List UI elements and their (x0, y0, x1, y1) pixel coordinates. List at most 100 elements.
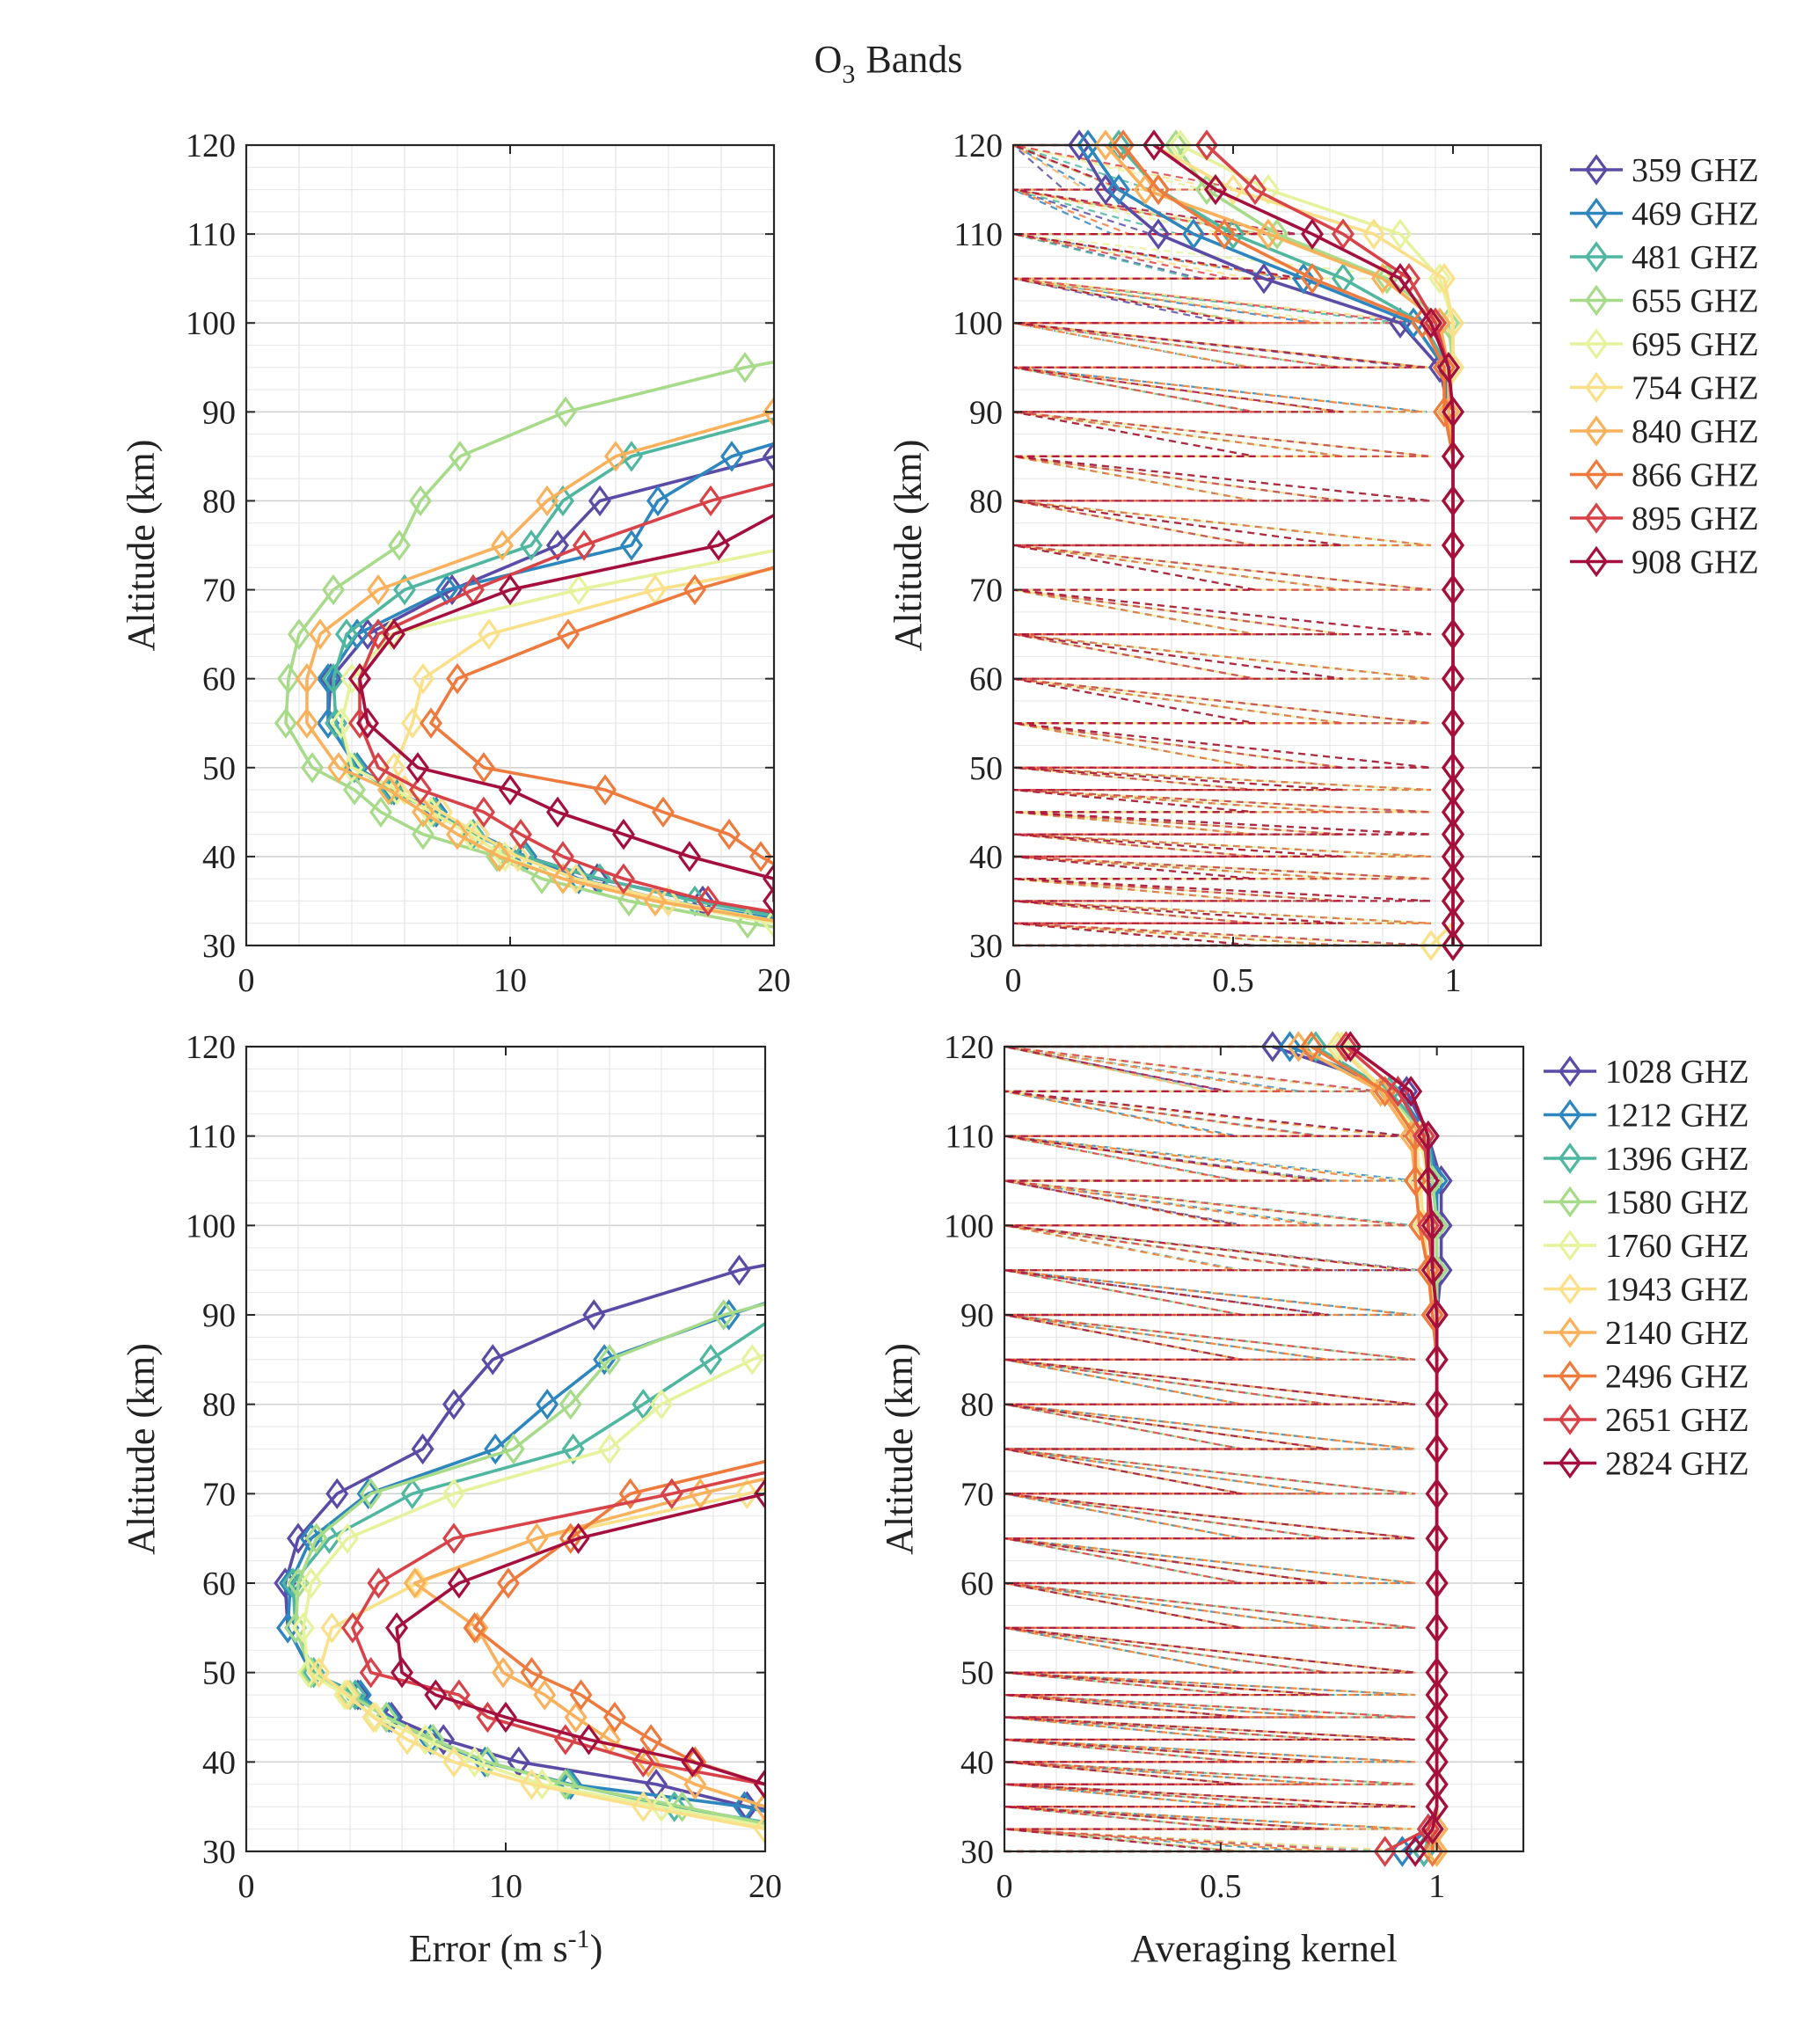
legend-item-label: 754 GHZ (1632, 370, 1759, 407)
data-point-marker (446, 662, 469, 695)
data-point-marker (1442, 707, 1464, 739)
y-axis: 30 40 50 60 70 80 90 100 110 120 (186, 128, 774, 965)
legend-item-label: 695 GHZ (1632, 326, 1759, 363)
legend-item-label: 481 GHZ (1632, 239, 1759, 276)
legend-item-label: 1580 GHZ (1605, 1185, 1749, 1222)
data-point-marker (1402, 307, 1425, 339)
y-tick-label: 120 (944, 1029, 994, 1066)
data-point-marker (551, 863, 574, 894)
x-tick-label: 20 (757, 962, 791, 999)
data-point-marker (1420, 307, 1442, 339)
y-tick-label: 50 (202, 1655, 236, 1692)
data-point-marker (520, 1769, 544, 1800)
legend-item-label: 1028 GHZ (1605, 1054, 1749, 1091)
y-tick-label: 70 (202, 1476, 236, 1513)
series-866-ghz (420, 566, 774, 872)
legend-swatch-marker (1585, 545, 1608, 578)
data-point-marker (530, 1769, 554, 1800)
y-tick-label: 50 (969, 750, 1003, 787)
legend-item-label: 1943 GHZ (1605, 1272, 1749, 1309)
x-tick-label: 0 (997, 1868, 1013, 1905)
data-point-marker (604, 441, 627, 472)
data-point-marker (754, 1791, 765, 1822)
y-tick-label: 80 (202, 1387, 236, 1424)
data-point-marker (660, 1478, 683, 1510)
y-axis-label: Altitude (km) (887, 440, 930, 652)
series-655-ghz (274, 352, 774, 939)
data-point-marker (340, 1612, 364, 1644)
data-point-marker (299, 1567, 323, 1599)
data-point-marker (546, 529, 569, 561)
data-point-marker (1428, 262, 1451, 295)
data-point-marker (335, 618, 358, 650)
data-point-marker (559, 1522, 582, 1554)
series-line (395, 1492, 765, 1786)
x-tick-label: 1 (1428, 1868, 1445, 1905)
y-axis: 30 40 50 60 70 80 90 100 110 120 (186, 1029, 765, 1871)
y-tick-label: 40 (202, 1744, 236, 1781)
y-tick-label: 110 (186, 1119, 236, 1156)
y-tick-label: 120 (186, 128, 236, 164)
data-point-marker (1107, 173, 1130, 206)
data-point-marker (391, 1656, 413, 1689)
data-point-marker (488, 841, 511, 872)
data-point-marker (467, 818, 490, 850)
series-908-ghz (1143, 129, 1464, 961)
legend-swatch-marker (1559, 1186, 1581, 1218)
data-point-marker (1195, 173, 1218, 206)
x-tick-label: 10 (489, 1868, 522, 1905)
kernel-row-line (1004, 1045, 1416, 1853)
data-point-marker (551, 841, 574, 872)
series-2824-ghz (385, 1478, 765, 1800)
data-point-marker (1416, 1164, 1440, 1197)
y-axis-label: Altitude (km) (120, 440, 163, 652)
data-point-marker (1112, 129, 1135, 161)
y-tick-label: 110 (186, 216, 236, 253)
legend-item-label: 2496 GHZ (1605, 1359, 1749, 1396)
data-point-marker (1425, 1388, 1449, 1420)
data-point-marker (401, 707, 424, 739)
series-line (351, 1471, 765, 1788)
x-axis-label: Error (m s-1) (409, 1924, 603, 1970)
data-point-marker (681, 1746, 705, 1778)
data-point-marker (1442, 485, 1464, 517)
legend-swatch-marker (1585, 284, 1608, 317)
data-point-marker (1147, 218, 1170, 250)
data-point-marker (463, 1612, 486, 1644)
data-point-marker (343, 774, 366, 806)
y-tick-label: 70 (960, 1476, 994, 1513)
data-point-marker (509, 818, 532, 850)
data-point-marker (412, 796, 434, 829)
y-tick-label: 30 (202, 1834, 236, 1871)
data-point-marker (754, 1813, 765, 1845)
legend-swatch-marker (1559, 1404, 1581, 1435)
data-point-marker (618, 1478, 642, 1510)
data-point-marker (499, 573, 522, 606)
y-tick-label: 50 (960, 1655, 994, 1692)
y-tick-label: 100 (186, 1208, 236, 1245)
legend-item-label: 2651 GHZ (1605, 1402, 1749, 1439)
data-point-marker (556, 1769, 580, 1800)
legend-swatch-marker (1559, 1142, 1581, 1174)
data-point-marker (602, 1701, 626, 1734)
legend-item-label: 1212 GHZ (1605, 1098, 1749, 1135)
data-point-marker (645, 1769, 668, 1800)
legend-swatch-marker (1585, 458, 1608, 491)
data-point-marker (573, 529, 595, 561)
data-point-marker (1301, 262, 1324, 295)
data-point-marker (307, 1656, 331, 1689)
data-point-marker (422, 796, 445, 829)
y-tick-label: 80 (969, 483, 1003, 520)
data-point-marker (561, 1433, 585, 1465)
data-point-marker (670, 1791, 694, 1822)
data-point-marker (340, 662, 363, 695)
data-point-marker (567, 573, 590, 606)
legend-swatch-marker (1585, 415, 1608, 447)
kernel-row-line (1004, 1045, 1416, 1853)
data-point-marker (1442, 618, 1464, 650)
y-tick-label: 100 (186, 305, 236, 342)
x-tick-label: 0.5 (1212, 962, 1254, 999)
x-axis: 0 0.5 1 (1005, 145, 1462, 999)
y-tick-label: 90 (969, 394, 1003, 431)
series-line (305, 410, 774, 923)
